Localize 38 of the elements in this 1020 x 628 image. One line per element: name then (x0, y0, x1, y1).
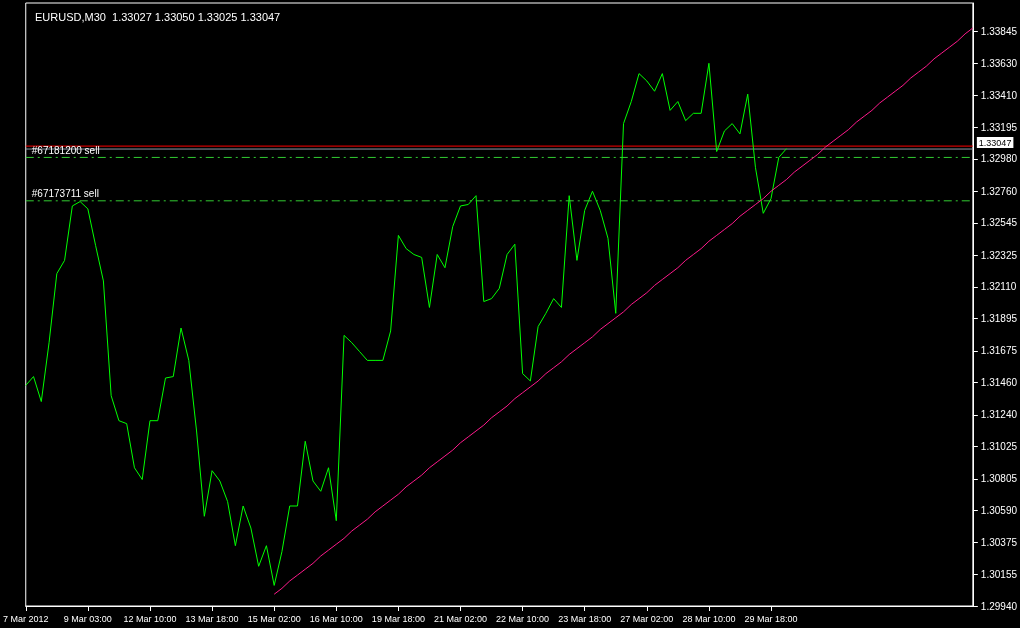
line-series (273, 27, 974, 595)
y-tick-label: 1.32110 (980, 281, 1017, 293)
y-tick-label: 1.33195 (980, 121, 1018, 133)
x-tick-label: 28 Mar 10:00 (682, 613, 736, 624)
x-tick-label: 29 Mar 18:00 (744, 613, 798, 624)
y-tick-label: 1.30155 (980, 568, 1018, 580)
y-tick-label: 1.33630 (980, 57, 1018, 69)
ref-line-label: #67181200 sell (31, 144, 100, 156)
y-tick-label: 1.31460 (980, 376, 1018, 388)
x-tick-label: 12 Mar 10:00 (123, 613, 177, 624)
y-tick-label: 1.32980 (980, 153, 1018, 165)
y-tick-label: 1.32545 (980, 217, 1018, 229)
y-tick-label: 1.30805 (980, 473, 1018, 485)
x-tick-label: 23 Mar 18:00 (558, 613, 612, 624)
y-tick-label: 1.33410 (980, 90, 1018, 102)
x-tick-label: 9 Mar 03:00 (63, 613, 112, 624)
ref-line-label: 1.33047 (978, 137, 1012, 148)
x-tick-label: 21 Mar 02:00 (433, 613, 488, 624)
x-tick-label: 16 Mar 10:00 (309, 613, 363, 624)
y-tick-label: 1.31240 (980, 409, 1018, 421)
y-tick-label: 1.30590 (980, 504, 1018, 516)
x-tick-label: 7 Mar 2012 (3, 613, 49, 624)
y-tick-label: 1.31895 (980, 312, 1018, 324)
y-tick-label: 1.32760 (980, 185, 1018, 197)
y-tick-label: 1.32325 (980, 249, 1018, 261)
x-tick-label: 27 Mar 02:00 (620, 613, 674, 624)
y-tick-label: 1.30375 (980, 536, 1018, 548)
ref-line-label: #67173711 sell (31, 188, 99, 200)
y-tick-label: 1.33845 (980, 26, 1018, 38)
x-tick-label: 19 Mar 18:00 (371, 613, 425, 624)
y-tick-label: 1.31025 (980, 440, 1018, 452)
y-tick-label: 1.31675 (980, 345, 1018, 357)
x-tick-label: 15 Mar 02:00 (247, 613, 301, 624)
x-tick-label: 22 Mar 10:00 (496, 613, 550, 624)
line-series (25, 62, 788, 586)
text: EURUSD,M30 1.33027 1.33050 1.33025 1.33047 (35, 10, 281, 23)
x-tick-label: 13 Mar 18:00 (185, 613, 239, 624)
y-tick-label: 1.29940 (980, 600, 1018, 612)
